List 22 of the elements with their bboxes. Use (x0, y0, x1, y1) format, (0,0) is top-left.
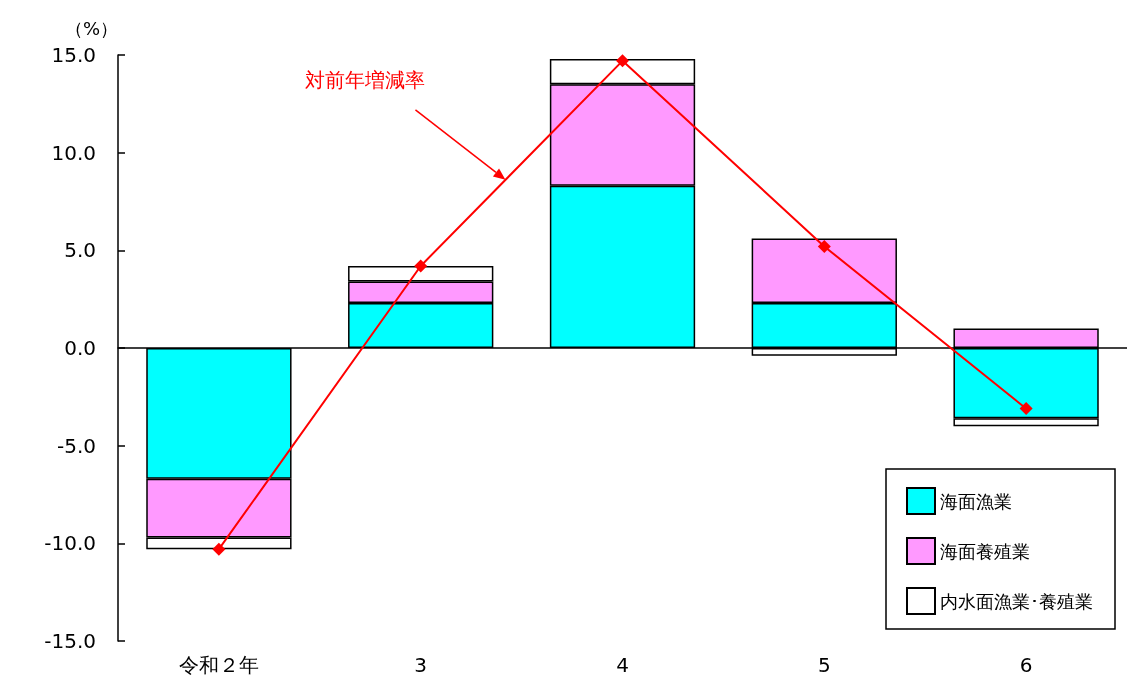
legend-label: 海面養殖業 (940, 540, 1030, 562)
y-tick-label: 0.0 (64, 336, 96, 360)
y-tick-label: -10.0 (44, 531, 96, 556)
y-tick-label: 10.0 (51, 140, 96, 165)
point (414, 259, 428, 273)
x-tick-label: 3 (414, 653, 428, 677)
y-tick-label: 5.0 (64, 238, 96, 263)
y-tick-label: -5.0 (56, 433, 96, 458)
point (817, 239, 831, 253)
legend-label: 内水面漁業･養殖業 (940, 590, 1093, 612)
x-tick-label: 令和２年 (178, 653, 259, 677)
legend-label: 海面漁業 (940, 490, 1012, 512)
y-tick-label: 15.0 (51, 43, 96, 67)
y-axis-title: （%） (64, 17, 118, 39)
x-tick-label: 6 (1019, 653, 1033, 677)
x-tick-label: 5 (817, 653, 831, 677)
point (616, 54, 629, 68)
point (212, 542, 226, 556)
text: 対前年増減率 (305, 67, 426, 92)
point (1019, 402, 1033, 416)
y-tick-label: -15.0 (44, 629, 96, 653)
x-tick-label: 4 (616, 653, 629, 677)
